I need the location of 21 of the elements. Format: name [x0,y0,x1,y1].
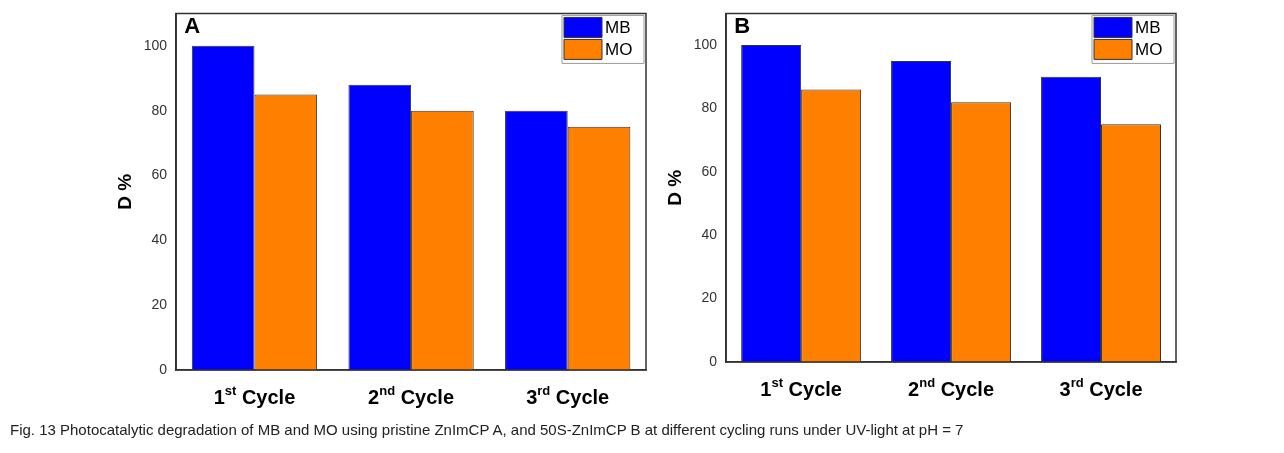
y-tick-label: 60 [151,166,168,183]
y-tick-label: 20 [701,289,718,306]
y-tick-label: 80 [151,101,168,118]
chart-title: B [734,13,751,39]
y-tick-label: 40 [151,231,168,248]
legend-label: MO [605,40,633,60]
legend-label: MB [1135,18,1161,38]
chart-title: A [184,13,201,39]
y-tick-label: 60 [701,162,718,179]
caption: Fig. 13 Photocatalytic degradation of MB and MO using pristine ZnImCP A, and 50S-ZnImCP B at different cycling runs under UV-light at pH = 7 [10,421,964,438]
y-tick-label: 80 [701,99,718,116]
y-tick-label: 100 [693,35,718,52]
y-tick-label: 0 [709,352,718,369]
y-tick-label: 20 [151,296,168,313]
y-tick-label: 100 [143,36,168,53]
y-tick-label: 0 [159,360,168,377]
y-tick-label: 40 [701,226,718,243]
y-axis-title: D % [113,173,135,210]
legend-label: MB [605,18,631,38]
legend-label: MO [1135,40,1163,60]
y-axis-title: D % [663,169,685,206]
